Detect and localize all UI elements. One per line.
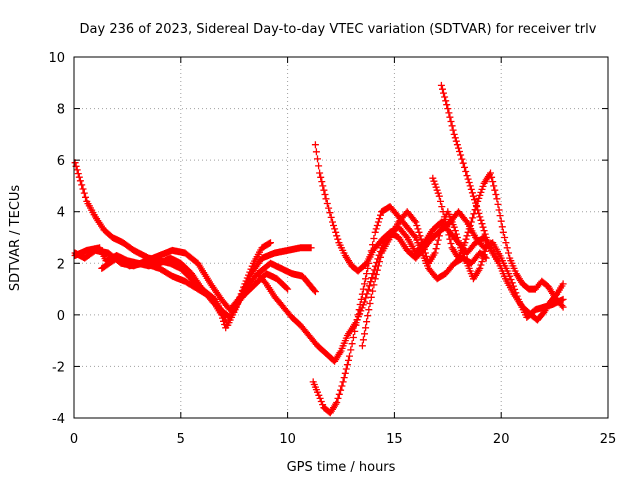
y-tick-label: 4 <box>57 206 65 221</box>
y-tick-label: 2 <box>57 257 65 272</box>
y-tick-label: 6 <box>57 154 65 169</box>
x-tick-label: 25 <box>600 432 617 447</box>
series-10 <box>429 169 567 311</box>
y-tick-label: -2 <box>52 360 65 375</box>
y-tick-label: 8 <box>57 103 65 118</box>
chart-title: Day 236 of 2023, Sidereal Day-to-day VTE… <box>80 22 597 37</box>
series-4 <box>98 254 319 332</box>
x-tick-label: 10 <box>279 432 296 447</box>
plot-frame <box>73 56 609 419</box>
x-tick-label: 0 <box>70 432 78 447</box>
series-markers <box>98 254 319 332</box>
x-axis-label: GPS time / hours <box>287 460 396 475</box>
y-tick-label: 10 <box>48 51 65 66</box>
series-markers <box>429 169 567 311</box>
y-axis-label: SDTVAR / TECUs <box>8 185 23 292</box>
y-tick-label: 0 <box>57 309 65 324</box>
x-tick-label: 5 <box>177 432 185 447</box>
data-markers <box>71 81 567 417</box>
axis-ticks: 0 5 10 15 20 25 -4 -2 0 2 4 6 8 10 <box>48 51 616 447</box>
x-tick-label: 20 <box>493 432 510 447</box>
series-9 <box>358 208 490 350</box>
series-8 <box>437 81 567 324</box>
series-markers <box>437 81 567 324</box>
series-markers <box>358 208 490 350</box>
y-tick-label: -4 <box>52 412 65 427</box>
x-tick-label: 15 <box>386 432 403 447</box>
